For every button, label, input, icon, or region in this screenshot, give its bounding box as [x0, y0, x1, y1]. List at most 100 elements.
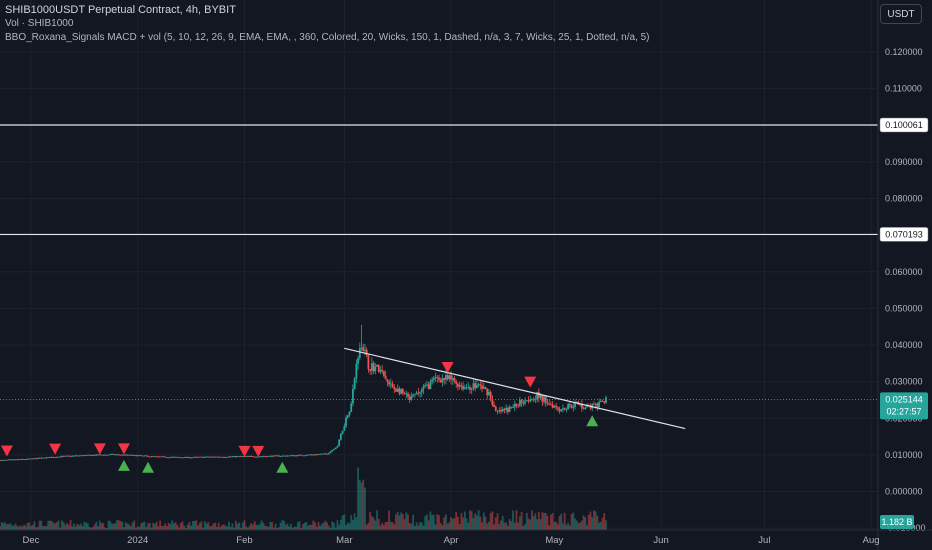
volume-bar — [61, 520, 63, 530]
volume-bar — [308, 524, 311, 530]
volume-bar — [413, 525, 416, 530]
macd-indicator-label[interactable]: BBO_Roxana_Signals MACD + vol (5, 10, 12… — [5, 32, 650, 43]
time-tick-label: Aug — [863, 535, 880, 546]
volume-bar — [479, 516, 482, 530]
candle-body — [238, 456, 241, 458]
price-axis[interactable]: 0.1200000.1100000.1000000.0900000.080000… — [877, 0, 926, 550]
volume-bar — [424, 515, 427, 530]
volume-bar — [379, 525, 382, 530]
volume-bar — [176, 524, 179, 530]
volume-bar — [457, 516, 459, 530]
candle-body — [150, 456, 153, 457]
volume-bar — [92, 526, 94, 530]
volume-bar — [205, 523, 208, 530]
volume-bar — [587, 514, 590, 530]
volume-bar — [470, 511, 473, 530]
volume-bar — [241, 522, 244, 530]
candle-body — [594, 403, 597, 405]
candle-body — [384, 375, 387, 380]
currency-button[interactable]: USDT — [880, 4, 922, 24]
volume-bar — [11, 525, 13, 530]
volume-bar — [284, 524, 287, 530]
candle-body — [92, 455, 94, 456]
candle-body — [519, 400, 521, 406]
candle-body — [203, 456, 206, 458]
candle-body — [64, 455, 67, 457]
candle-body — [541, 394, 544, 402]
candle-body — [288, 455, 291, 457]
candle-body — [450, 375, 452, 380]
price-tags: 0.100061 0.070193 0.025144 02:27:57 1.182 B — [879, 117, 929, 529]
candle-body — [427, 384, 430, 390]
trendline[interactable] — [344, 347, 686, 430]
volume-bar — [327, 525, 330, 530]
volume-bar — [491, 511, 494, 530]
volume-bar — [171, 520, 174, 530]
volume-bar — [436, 514, 439, 530]
volume-bar — [262, 522, 265, 530]
volume-bar — [212, 523, 215, 530]
volume-tag — [880, 515, 914, 529]
volume-bar — [598, 522, 601, 530]
time-axis[interactable]: Dec 2024 Feb Mar Apr May Jun Jul Aug — [0, 529, 932, 546]
candle-body — [107, 454, 110, 456]
candle-body — [179, 457, 182, 459]
candle-body — [143, 455, 146, 457]
candle-body — [35, 458, 38, 460]
volume-bar — [603, 513, 606, 530]
volume-bar — [85, 522, 87, 530]
candle-body — [472, 383, 475, 389]
candle-body — [12, 459, 15, 461]
candle-body — [424, 384, 427, 387]
volume-bar — [395, 514, 397, 530]
candle-body — [467, 387, 470, 388]
volume-bar — [159, 520, 162, 530]
candle-body — [167, 457, 170, 459]
candle-body — [205, 456, 208, 458]
horizontal-levels[interactable] — [0, 124, 878, 400]
candle-body — [52, 457, 55, 458]
candle-body — [252, 456, 254, 457]
countdown-label: 02:27:57 — [886, 406, 921, 416]
volume-bar — [30, 525, 32, 530]
volume-bars — [0, 467, 607, 530]
candle-body — [73, 455, 75, 457]
volume-bar — [515, 510, 518, 530]
candle-body — [283, 455, 285, 457]
volume-bar — [186, 524, 189, 530]
candle-body — [81, 455, 84, 457]
volume-bar — [0, 521, 3, 530]
volume-bar — [252, 524, 254, 530]
candle-body — [398, 388, 401, 394]
volume-bar — [355, 517, 358, 530]
candle-body — [28, 458, 31, 460]
volume-bar — [117, 520, 120, 530]
volume-bar — [271, 521, 273, 530]
volume-bar — [141, 522, 144, 530]
volume-bar — [83, 521, 86, 530]
candle-body — [100, 454, 103, 456]
candle-body — [19, 459, 22, 460]
volume-bar — [183, 525, 186, 530]
time-tick-label: Jun — [653, 535, 668, 546]
volume-bar — [446, 523, 449, 530]
candle-body — [93, 455, 96, 456]
volume-bar — [443, 517, 446, 530]
candle-body — [401, 388, 404, 393]
candle-body — [302, 455, 304, 457]
volume-bar — [475, 515, 478, 530]
candle-body — [11, 459, 13, 461]
candle-body — [408, 396, 411, 400]
volume-bar — [484, 516, 487, 530]
volume-bar — [119, 520, 122, 530]
candle-body — [501, 408, 504, 412]
candle-body — [420, 389, 423, 393]
volume-bar — [152, 522, 155, 530]
symbol-title[interactable]: SHIB1000USDT Perpetual Contract, 4h, BYB… — [5, 4, 236, 16]
candle-body — [241, 456, 244, 458]
volume-indicator-label[interactable]: Vol · SHIB1000 — [5, 18, 74, 29]
candle-body — [570, 405, 573, 408]
candle-body — [572, 406, 575, 408]
volume-bar — [293, 526, 296, 530]
